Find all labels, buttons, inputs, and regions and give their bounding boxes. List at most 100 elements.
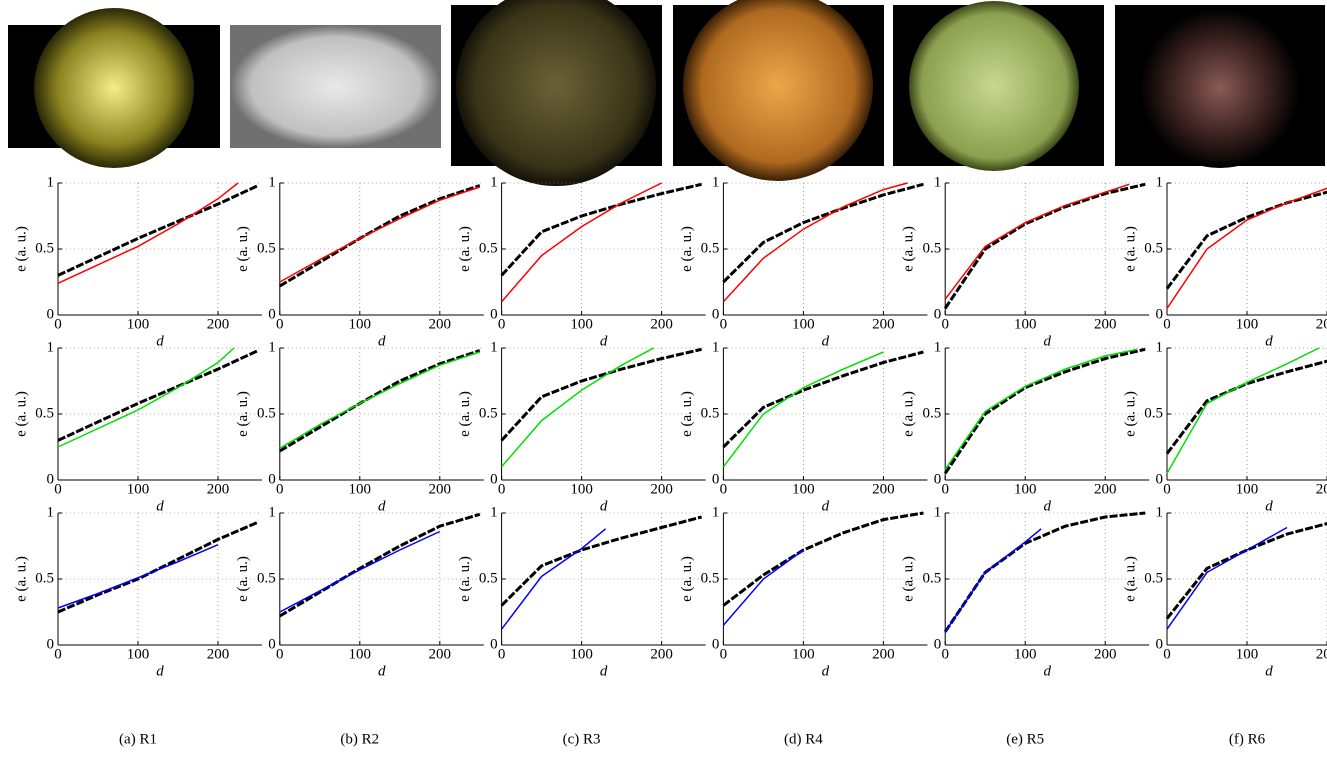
x-axis-label: d — [600, 498, 608, 514]
y-tick-label: 1 — [1156, 339, 1164, 355]
caption: (a) R1 — [119, 731, 157, 747]
y-tick-label: 0.5 — [35, 570, 54, 586]
curve — [58, 186, 258, 276]
x-tick-label: 200 — [429, 481, 452, 497]
y-tick-label: 1 — [712, 504, 720, 520]
y-tick-label: 0.5 — [257, 405, 276, 421]
x-tick-label: 100 — [1014, 481, 1037, 497]
y-tick-label: 1 — [47, 339, 55, 355]
y-tick-label: 1 — [268, 174, 276, 190]
y-tick-label: 0.5 — [479, 405, 498, 421]
x-tick-label: 0 — [720, 646, 728, 662]
x-tick-label: 200 — [1094, 646, 1117, 662]
y-tick-label: 0 — [1156, 636, 1164, 652]
y-tick-label: 0.5 — [1144, 405, 1163, 421]
y-tick-label: 0 — [47, 636, 55, 652]
x-tick-label: 200 — [429, 316, 452, 332]
x-tick-label: 200 — [650, 646, 673, 662]
x-tick-label: 100 — [1236, 646, 1259, 662]
curve — [58, 183, 238, 283]
figure: (a) R1(b) R2(c) R3(d) R4(e) R5(f) R600.5… — [0, 0, 1327, 766]
x-tick-label: 200 — [872, 316, 895, 332]
curve — [58, 351, 258, 441]
y-tick-label: 1 — [1156, 174, 1164, 190]
x-tick-label: 100 — [127, 481, 150, 497]
y-tick-label: 0.5 — [922, 405, 941, 421]
y-tick-label: 1 — [712, 174, 720, 190]
y-tick-label: 0 — [268, 471, 276, 487]
x-tick-label: 0 — [54, 316, 62, 332]
y-axis-label: e (a. u.) — [901, 556, 917, 602]
x-axis-label: d — [156, 333, 164, 349]
curve — [945, 349, 1145, 473]
y-tick-label: 0 — [47, 471, 55, 487]
y-tick-label: 1 — [268, 504, 276, 520]
y-tick-label: 0 — [47, 306, 55, 322]
y-axis-label: e (a. u.) — [13, 391, 29, 437]
x-tick-label: 0 — [941, 481, 949, 497]
y-tick-label: 1 — [490, 339, 498, 355]
y-tick-label: 0.5 — [701, 240, 720, 256]
x-tick-label: 100 — [349, 481, 372, 497]
x-tick-label: 200 — [1316, 646, 1327, 662]
y-tick-label: 0 — [268, 636, 276, 652]
y-axis-label: e (a. u.) — [457, 226, 473, 272]
y-tick-label: 0 — [712, 471, 720, 487]
curve — [1167, 348, 1319, 473]
curve — [280, 514, 480, 616]
caption: (e) R5 — [1006, 731, 1044, 747]
y-tick-label: 1 — [490, 504, 498, 520]
x-tick-label: 0 — [1163, 481, 1171, 497]
y-tick-label: 1 — [934, 504, 942, 520]
x-axis-label: d — [156, 663, 164, 679]
curve — [1167, 183, 1327, 308]
y-tick-label: 0.5 — [479, 240, 498, 256]
x-tick-label: 100 — [570, 481, 593, 497]
curve — [58, 545, 218, 608]
x-tick-label: 0 — [1163, 316, 1171, 332]
x-axis-label: d — [1043, 663, 1051, 679]
y-tick-label: 0 — [712, 306, 720, 322]
x-axis-label: d — [1265, 333, 1273, 349]
curve — [723, 183, 907, 302]
y-axis-label: e (a. u.) — [679, 556, 695, 602]
y-axis-label: e (a. u.) — [13, 556, 29, 602]
y-axis-label: e (a. u.) — [1122, 556, 1138, 602]
x-tick-label: 100 — [792, 646, 815, 662]
x-axis-label: d — [378, 333, 386, 349]
y-tick-label: 1 — [47, 174, 55, 190]
y-tick-label: 1 — [934, 174, 942, 190]
x-axis-label: d — [822, 333, 830, 349]
x-tick-label: 100 — [127, 316, 150, 332]
y-axis-label: e (a. u.) — [457, 556, 473, 602]
y-tick-label: 0 — [268, 306, 276, 322]
x-tick-label: 0 — [276, 316, 284, 332]
x-tick-label: 0 — [54, 646, 62, 662]
y-tick-label: 0.5 — [922, 240, 941, 256]
x-tick-label: 200 — [1094, 316, 1117, 332]
x-tick-label: 100 — [349, 646, 372, 662]
x-tick-label: 100 — [792, 481, 815, 497]
x-axis-label: d — [822, 498, 830, 514]
caption: (b) R2 — [340, 731, 379, 747]
x-axis-label: d — [378, 498, 386, 514]
y-tick-label: 0 — [490, 471, 498, 487]
x-tick-label: 0 — [1163, 646, 1171, 662]
y-tick-label: 0.5 — [1144, 570, 1163, 586]
caption: (f) R6 — [1229, 731, 1266, 747]
x-tick-label: 100 — [1014, 646, 1037, 662]
x-tick-label: 200 — [1094, 481, 1117, 497]
photos — [8, 0, 1325, 186]
curve — [723, 184, 923, 282]
y-axis-label: e (a. u.) — [235, 226, 251, 272]
y-tick-label: 0.5 — [701, 570, 720, 586]
curve — [945, 349, 1137, 469]
curve — [502, 184, 702, 275]
y-axis-label: e (a. u.) — [13, 226, 29, 272]
x-tick-label: 200 — [207, 481, 230, 497]
x-tick-label: 0 — [276, 481, 284, 497]
y-tick-label: 0 — [490, 636, 498, 652]
x-tick-label: 200 — [207, 316, 230, 332]
curve — [280, 351, 480, 451]
x-tick-label: 0 — [941, 316, 949, 332]
